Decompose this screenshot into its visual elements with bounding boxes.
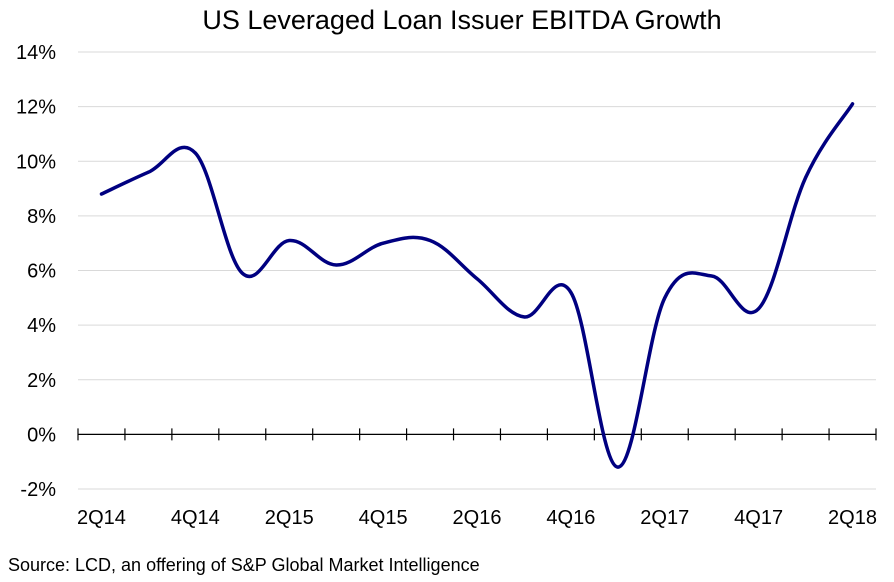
y-tick-label: 0% bbox=[27, 424, 56, 446]
data-point-3Q14 bbox=[146, 170, 150, 174]
y-tick-label: 12% bbox=[16, 97, 56, 119]
x-tick-label: 4Q16 bbox=[546, 507, 595, 529]
x-tick-label: 2Q14 bbox=[77, 507, 126, 529]
y-tick-label: 6% bbox=[27, 261, 56, 283]
data-point-2Q14 bbox=[99, 192, 103, 196]
data-point-3Q17 bbox=[710, 274, 714, 278]
data-point-1Q16 bbox=[428, 238, 432, 242]
data-point-3Q16 bbox=[522, 315, 526, 319]
data-point-1Q17 bbox=[616, 465, 620, 469]
data-point-4Q14 bbox=[193, 151, 197, 155]
data-point-1Q15 bbox=[240, 271, 244, 275]
x-tick-label: 4Q14 bbox=[171, 507, 220, 529]
chart-title: US Leveraged Loan Issuer EBITDA Growth bbox=[202, 5, 721, 35]
y-tick-label: 4% bbox=[27, 315, 56, 337]
data-point-3Q15 bbox=[334, 263, 338, 267]
series-line bbox=[99, 102, 855, 469]
data-point-2Q15 bbox=[287, 238, 291, 242]
x-tick-label: 2Q17 bbox=[640, 507, 689, 529]
x-tick-label: 4Q15 bbox=[359, 507, 408, 529]
data-point-2Q17 bbox=[663, 296, 667, 300]
data-point-1Q18 bbox=[804, 176, 808, 180]
series-group bbox=[99, 102, 855, 469]
y-tick-label: 2% bbox=[27, 370, 56, 392]
x-tick-label: 2Q18 bbox=[828, 507, 877, 529]
y-axis-tick-labels: 14% 12% 10% 8% 6% 4% 2% 0% -2% bbox=[16, 42, 56, 501]
y-tick-label: 8% bbox=[27, 206, 56, 228]
x-tick-label: 2Q15 bbox=[265, 507, 314, 529]
data-point-2Q18 bbox=[851, 102, 855, 106]
data-point-4Q17 bbox=[757, 307, 761, 311]
x-tick-label: 2Q16 bbox=[453, 507, 502, 529]
x-axis-tick-labels: 2Q14 4Q14 2Q15 4Q15 2Q16 4Q16 2Q17 4Q17 2Q18 bbox=[77, 507, 877, 529]
data-point-2Q16 bbox=[475, 277, 479, 281]
y-tick-label: 10% bbox=[16, 151, 56, 173]
x-axis bbox=[77, 428, 877, 441]
data-point-4Q15 bbox=[381, 241, 385, 245]
x-tick-label: 4Q17 bbox=[734, 507, 783, 529]
source-note: Source: LCD, an offering of S&P Global M… bbox=[8, 555, 480, 575]
y-tick-label: -2% bbox=[20, 479, 56, 501]
y-tick-label: 14% bbox=[16, 42, 56, 64]
gridlines bbox=[78, 51, 876, 490]
data-point-4Q16 bbox=[569, 290, 573, 294]
